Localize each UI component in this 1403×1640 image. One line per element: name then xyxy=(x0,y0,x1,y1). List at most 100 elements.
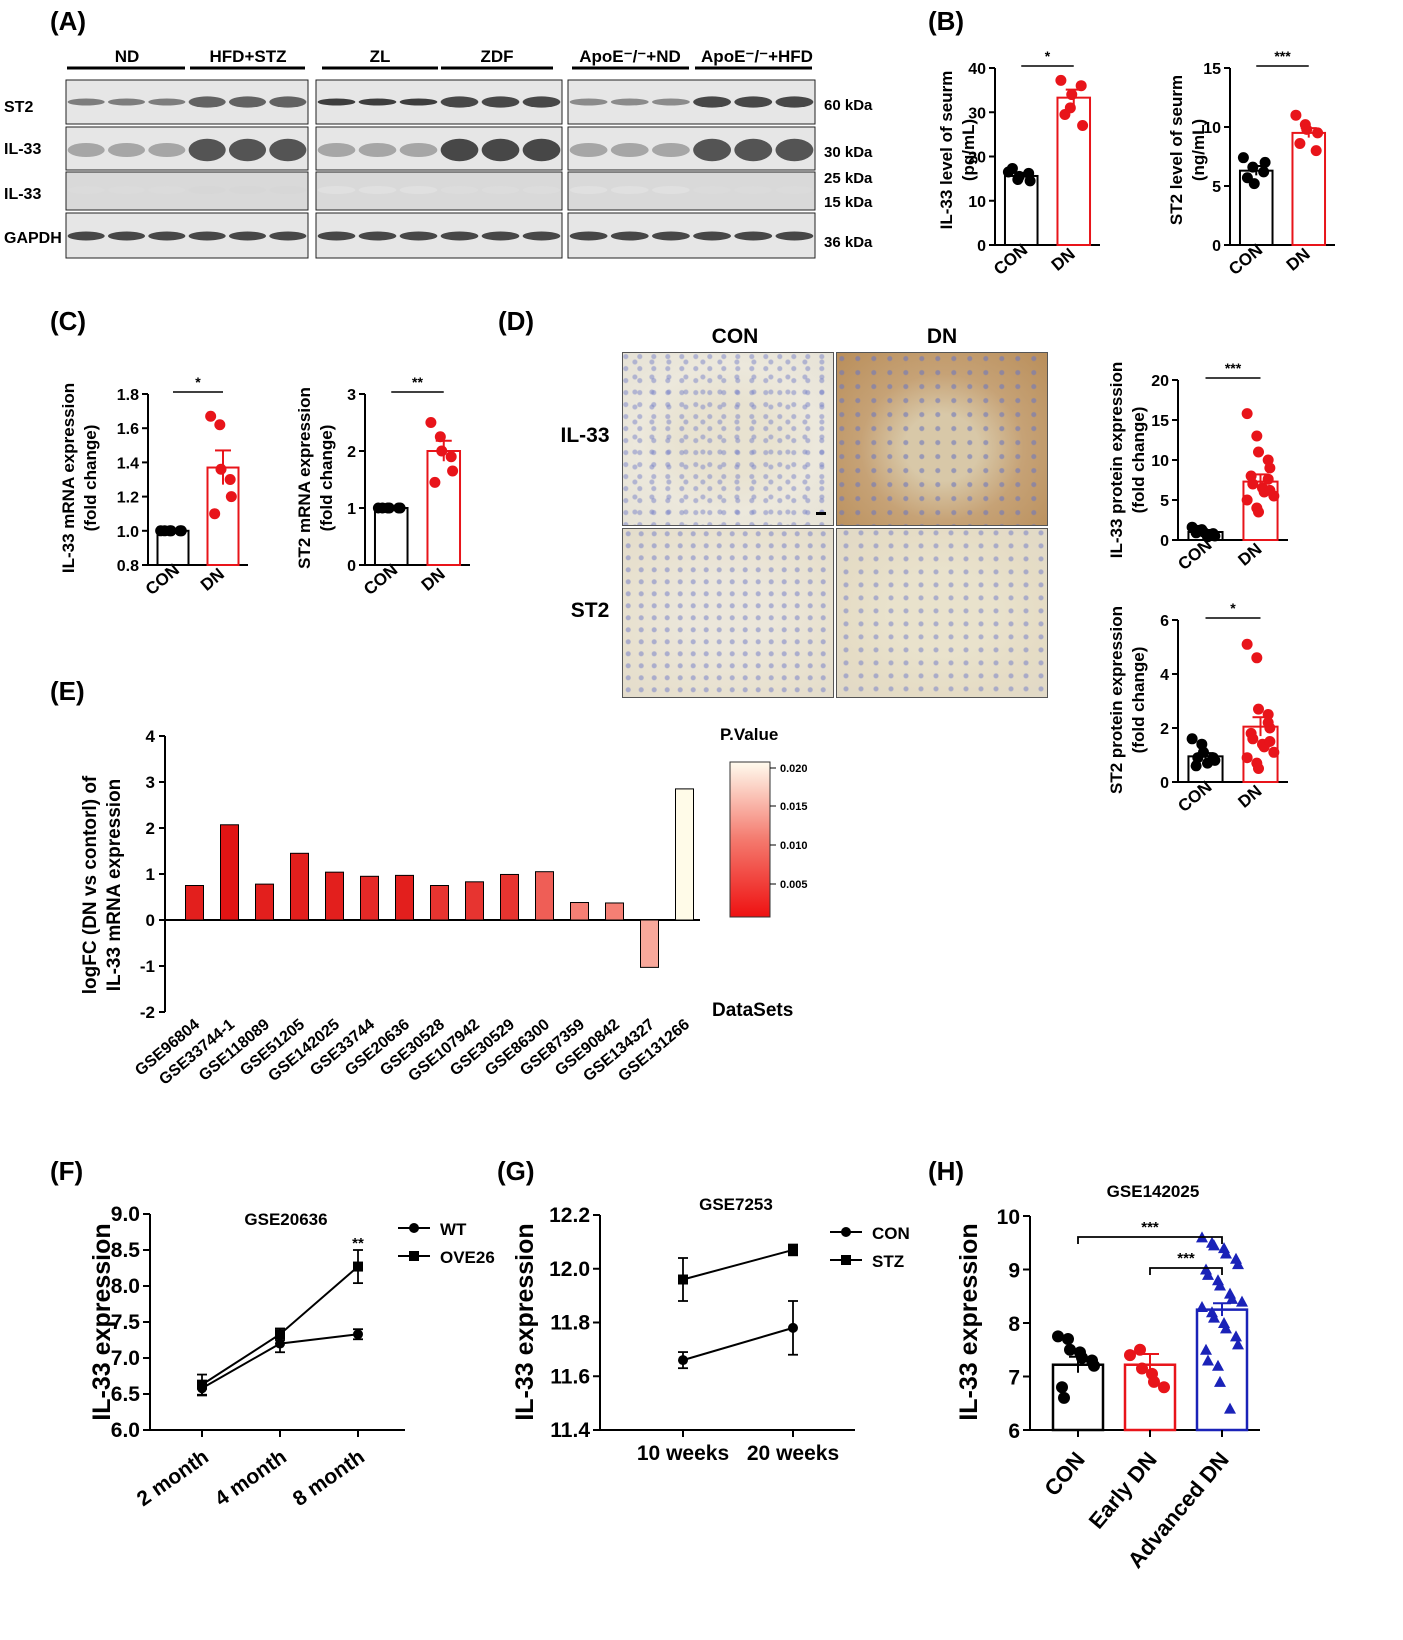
chart-d2-data-point xyxy=(1247,733,1259,745)
blot-strip xyxy=(65,171,309,211)
chart-f-sig-label: ** xyxy=(352,1235,364,1252)
chart-c2-data-point xyxy=(425,417,437,428)
panel-label-b: (B) xyxy=(928,6,964,36)
chart-d2-data-point xyxy=(1202,757,1213,769)
chart-g-legend-label: STZ xyxy=(872,1252,904,1271)
chart-f-legend-marker xyxy=(409,1251,419,1261)
blot-strip xyxy=(65,212,309,259)
chart-g-y-tick-label: 11.6 xyxy=(550,1365,590,1388)
chart-h-data-point xyxy=(1208,1311,1220,1323)
blot-band xyxy=(317,98,356,106)
blot-strip xyxy=(315,79,563,125)
chart-b1-x-tick-label: DN xyxy=(1048,244,1079,274)
chart-c2-y-tick-label: 0 xyxy=(347,558,356,575)
blot-band xyxy=(522,186,561,194)
chart-e-colorbar-tick-label: 0.015 xyxy=(780,801,808,813)
chart-f-y-tick-label: 6.0 xyxy=(111,1419,140,1442)
panel-label-d: (D) xyxy=(498,306,534,336)
chart-c1-y-tick-label: 1.4 xyxy=(117,455,139,472)
blot-band xyxy=(610,98,649,106)
chart-b1-sig-label: * xyxy=(1045,48,1051,64)
chart-h-data-point xyxy=(1202,1354,1214,1366)
chart-c1-data-point xyxy=(224,474,236,485)
panel-label-a: (A) xyxy=(50,6,86,36)
blot-band xyxy=(399,186,438,194)
chart-g-title: GSE7253 xyxy=(699,1195,773,1214)
chart-b1-data-point xyxy=(1077,120,1089,132)
blot-band xyxy=(440,138,479,162)
chart-h-y-tick-label: 9 xyxy=(1008,1260,1020,1283)
chart-e-y-tick-label: 4 xyxy=(146,727,156,746)
blot-band xyxy=(67,231,105,241)
chart-b2-ylabel: ST2 level of seurm (ng/mL) xyxy=(1167,75,1208,225)
chart-d2-data-point xyxy=(1251,652,1263,664)
blot-band xyxy=(358,98,397,106)
blot-band xyxy=(651,143,690,157)
chart-e-bar xyxy=(500,873,519,921)
blot-strip xyxy=(567,171,816,211)
chart-h-data-point xyxy=(1212,1359,1224,1371)
chart-e-colorbar-tick-label: 0.010 xyxy=(780,840,808,852)
chart-c1-x-tick-label: DN xyxy=(197,564,228,594)
chart-e-bar xyxy=(325,871,344,921)
blot-row-label: ST2 xyxy=(4,99,33,116)
chart-f-legend-marker xyxy=(409,1223,419,1233)
chart-b2-x-tick-label: DN xyxy=(1283,244,1314,274)
chart-e-bar xyxy=(675,788,694,921)
chart-b1-data-point xyxy=(1066,89,1078,101)
blot-band xyxy=(188,186,226,194)
blot-band xyxy=(522,231,561,241)
chart-f-legend-label: WT xyxy=(440,1220,467,1239)
blot-band xyxy=(734,96,773,108)
blot-band xyxy=(358,143,397,157)
chart-d2-data-point xyxy=(1264,736,1276,747)
chart-g-y-tick-label: 11.8 xyxy=(550,1312,590,1335)
chart-d1-y-tick-label: 10 xyxy=(1151,453,1169,470)
panel-label-g: (G) xyxy=(497,1156,535,1186)
chart-b2-y-tick-label: 5 xyxy=(1212,179,1221,196)
chart-h-data-point xyxy=(1230,1330,1242,1342)
chart-g-series-line xyxy=(682,1248,794,1281)
chart-h-ylabel: IL-33 expression xyxy=(955,1223,983,1420)
panel-label-e: (E) xyxy=(50,676,85,706)
chart-c1-ylabel: IL-33 mRNA expression (fold change) xyxy=(59,383,100,573)
blot-group-label: HFD+STZ xyxy=(210,47,287,66)
chart-c2-y-tick-label: 2 xyxy=(347,444,356,461)
blot-band xyxy=(440,186,479,194)
chart-b1-bar xyxy=(1056,96,1092,246)
chart-f-x-tick-label: 8 month xyxy=(289,1445,369,1511)
blot-band xyxy=(481,96,520,108)
blot-row-label: IL-33 xyxy=(4,141,41,158)
chart-h-y-tick-label: 8 xyxy=(1008,1313,1020,1336)
chart-f-y-tick-label: 6.5 xyxy=(111,1383,141,1406)
blot-band xyxy=(358,186,397,194)
chart-f-y-tick-label: 7.5 xyxy=(111,1311,141,1334)
blot-group-label: ND xyxy=(115,47,140,66)
chart-e-bar xyxy=(640,919,659,968)
blot-band xyxy=(67,186,105,194)
chart-e-bar xyxy=(290,852,309,921)
chart-b2-y-tick-label: 15 xyxy=(1203,61,1221,78)
blot-band xyxy=(522,138,561,162)
chart-d1-y-tick-label: 5 xyxy=(1160,493,1169,510)
chart-d1-data-point xyxy=(1262,473,1274,485)
chart-h-x-tick-label: CON xyxy=(1039,1447,1090,1501)
chart-h-data-point xyxy=(1214,1375,1226,1387)
chart-d2-y-tick-label: 6 xyxy=(1160,613,1169,630)
chart-b2-ylabel-line1: ST2 level of seurm xyxy=(1167,75,1186,225)
chart-e-y-tick-label: 3 xyxy=(146,773,155,792)
blot-band xyxy=(775,138,814,162)
chart-b1-y-tick-label: 10 xyxy=(968,194,986,211)
blot-band xyxy=(269,96,307,108)
blot-band xyxy=(317,231,356,241)
blot-band xyxy=(775,231,814,241)
chart-h-data-point xyxy=(1200,1343,1212,1355)
blot-row-label: GAPDH xyxy=(4,230,62,247)
chart-d1-data-point xyxy=(1253,446,1264,458)
blot-band xyxy=(399,98,438,106)
chart-e-y-tick-label: 0 xyxy=(146,911,155,930)
ihc-con-il33-image xyxy=(622,352,834,526)
chart-e-bar xyxy=(395,874,414,921)
chart-c2-ylabel: ST2 mRNA expression (fold change) xyxy=(295,387,336,569)
